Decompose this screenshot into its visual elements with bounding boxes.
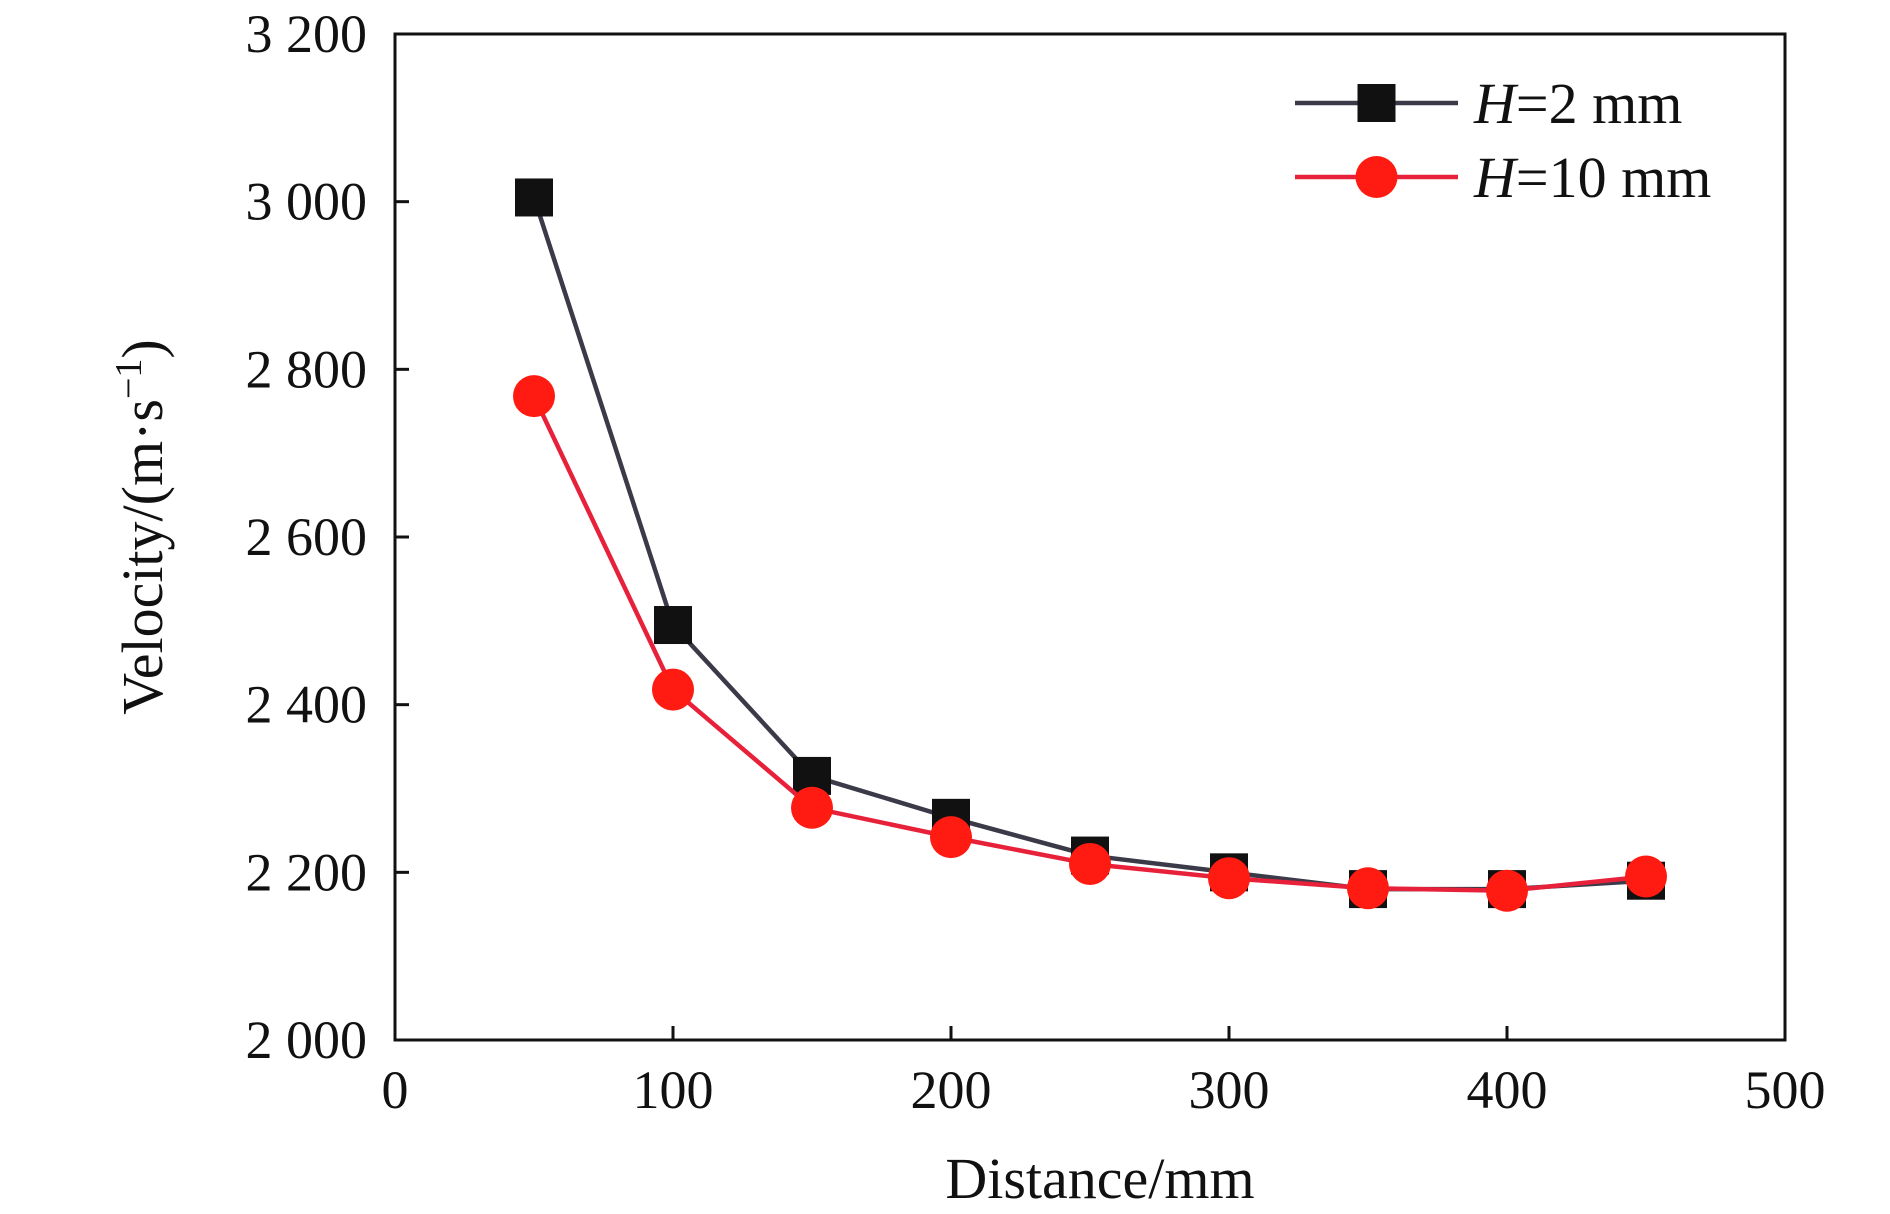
x-tick-label: 500 <box>1745 1060 1826 1120</box>
legend-label: H=10 mm <box>1473 145 1711 210</box>
series-line <box>531 395 1647 894</box>
x-axis-title: Distance/mm <box>945 1146 1254 1209</box>
data-point-square <box>515 178 553 217</box>
legend-label-value: =2 mm <box>1516 71 1682 136</box>
x-tick-label: 100 <box>633 1060 714 1120</box>
data-point-circle <box>1208 857 1250 900</box>
data-point-circle <box>1625 855 1667 898</box>
x-tick-label: 300 <box>1189 1060 1270 1120</box>
legend-label-variable: H <box>1473 145 1519 210</box>
y-tick-label: 3 000 <box>246 172 368 232</box>
legend-marker-circle <box>1355 156 1398 198</box>
ticks: 0 100 200 300 400 500 2 000 2 200 2 400 2 600 2 80… <box>246 4 1826 1120</box>
y-tick-label: 2 000 <box>246 1010 368 1070</box>
data-point-circle <box>791 786 833 829</box>
legend: H=2 mmH=10 mm <box>1295 71 1711 210</box>
y-tick-label: 2 600 <box>246 507 368 567</box>
y-axis-title-main: Velocity/(m·s <box>110 399 175 715</box>
legend-label-variable: H <box>1473 71 1519 136</box>
data-point-circle <box>1486 869 1528 912</box>
y-tick-label: 2 800 <box>246 339 368 399</box>
x-tick-label: 400 <box>1467 1060 1548 1120</box>
x-tick-label: 0 <box>382 1060 409 1120</box>
x-tick-label: 200 <box>911 1060 992 1120</box>
y-tick-label: 3 200 <box>246 4 368 64</box>
series-1 <box>515 178 1665 909</box>
legend-label-value: =10 mm <box>1516 145 1711 210</box>
y-axis-title-close: ) <box>110 339 175 358</box>
y-axis-title: Velocity/(m·s−1) <box>108 339 175 714</box>
data-point-circle <box>1347 867 1389 910</box>
data-point-circle <box>513 375 555 418</box>
legend-marker-square <box>1357 84 1396 122</box>
legend-item-1: H=2 mm <box>1295 71 1682 136</box>
data-point-circle <box>652 668 694 711</box>
axis-titles: Distance/mm Velocity/(m·s−1) <box>108 339 1255 1211</box>
data-point-circle <box>1069 842 1111 885</box>
y-axis-title-superscript: −1 <box>108 359 150 399</box>
data-point-circle <box>930 816 972 859</box>
y-tick-label: 2 200 <box>246 842 368 902</box>
data-point-square <box>654 606 692 645</box>
series <box>513 178 1667 912</box>
series-2 <box>513 375 1667 912</box>
legend-label: H=2 mm <box>1473 71 1682 136</box>
y-tick-label: 2 400 <box>246 675 368 735</box>
legend-item-2: H=10 mm <box>1295 145 1711 210</box>
series-line <box>531 196 1647 892</box>
